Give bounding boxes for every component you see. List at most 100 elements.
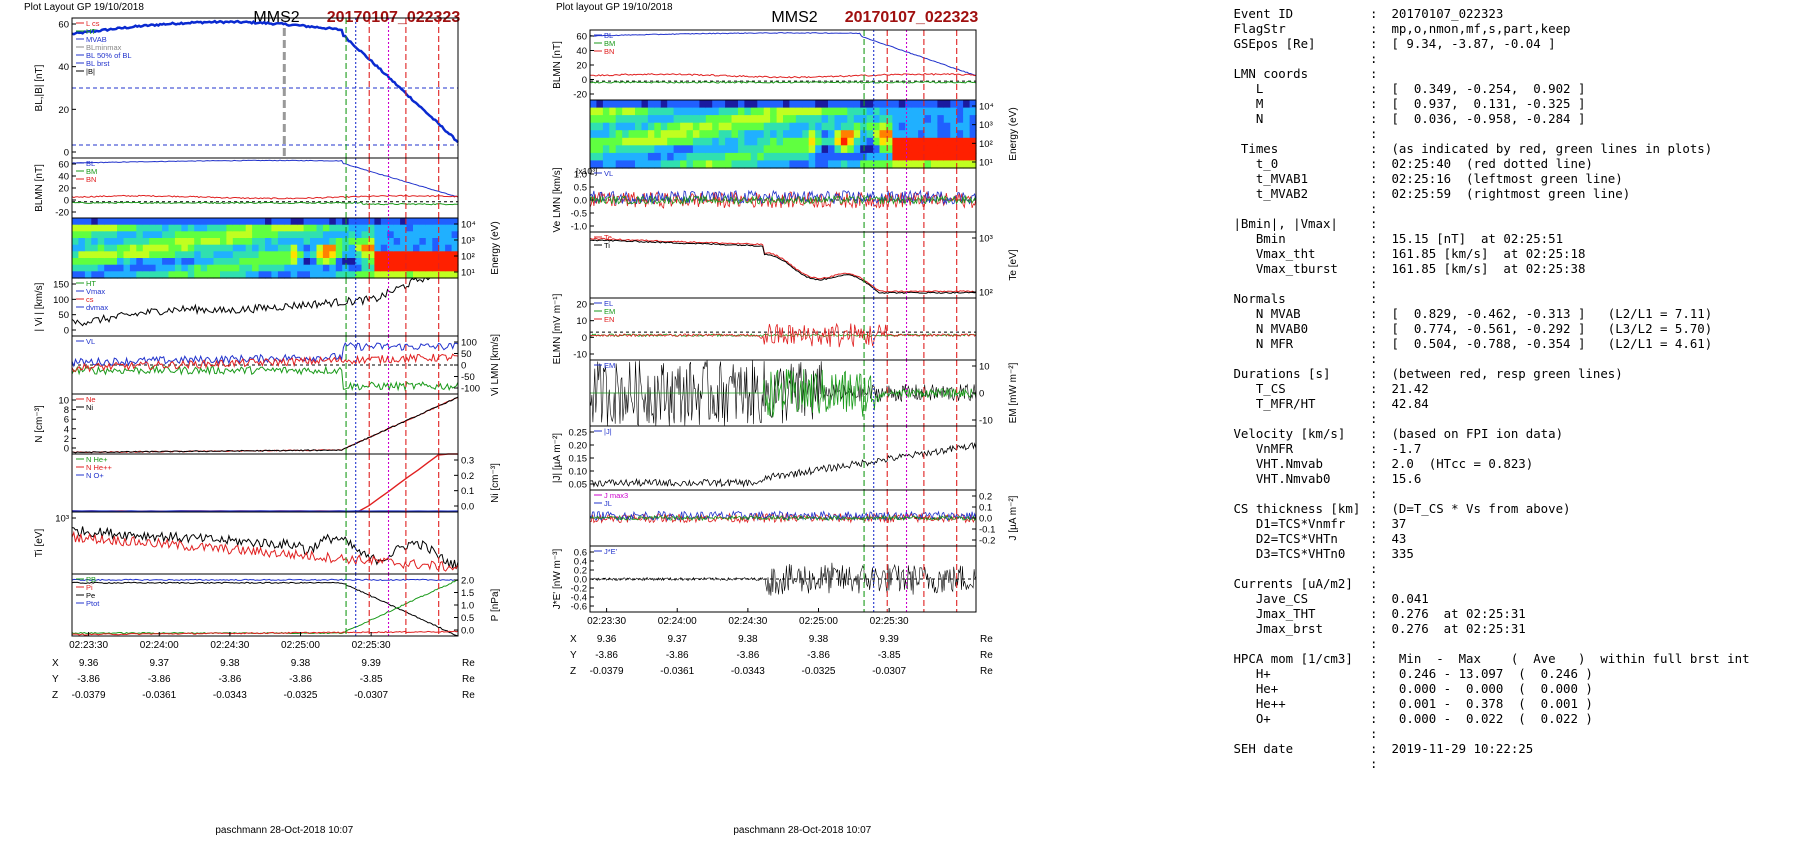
- position-value: -0.0379: [72, 690, 106, 701]
- bl-series: [589, 32, 977, 77]
- spectrogram-cell: [596, 115, 604, 124]
- legend-entry: cs: [86, 295, 94, 304]
- spectrogram-cell: [413, 231, 420, 239]
- bn-series: [589, 72, 977, 79]
- spectrogram-cell: [303, 251, 311, 259]
- spectrogram-cell: [348, 238, 356, 246]
- spectrogram-cell: [738, 160, 745, 169]
- summary-key: Vmax_tburst: [1226, 261, 1338, 276]
- spectrogram-cell: [265, 238, 272, 246]
- summary-key: L: [1226, 81, 1264, 96]
- spectrogram-cell: [232, 251, 240, 259]
- spectrogram-cell: [72, 238, 79, 246]
- spectrogram-cell: [924, 160, 932, 169]
- legend-entry: BM: [604, 39, 615, 48]
- spectrogram-cell: [602, 107, 610, 116]
- spectrogram-cell: [226, 244, 234, 252]
- spectrogram-cell: [104, 218, 112, 226]
- spectrogram-cell: [622, 137, 630, 146]
- vl-series: [71, 342, 459, 368]
- spectrogram-cell: [290, 231, 298, 239]
- spectrogram-cell: [123, 218, 131, 226]
- spectrogram-cell: [348, 251, 356, 259]
- spectrogram-cell: [348, 258, 356, 266]
- spectrogram-cell: [898, 107, 906, 116]
- spectrogram-cell: [660, 160, 668, 169]
- summary-colon: :: [1370, 711, 1378, 726]
- y-tick-label: 0.6: [574, 548, 587, 559]
- spectrogram-cell: [590, 145, 597, 154]
- spectrogram-cell: [374, 231, 382, 239]
- spectrogram-cell: [451, 224, 459, 232]
- y-tick-label: 20: [58, 105, 69, 116]
- spectrogram-cell: [905, 130, 913, 139]
- he-pp-series: [71, 453, 458, 513]
- spectrogram-cell: [181, 258, 189, 266]
- spectrogram-cell: [725, 122, 733, 131]
- spectrogram-cell: [162, 258, 170, 266]
- spectrogram-cell: [174, 264, 182, 272]
- panel-6: 100-10 EM [mW m⁻²]EM: [589, 359, 1019, 427]
- spectrogram-cell: [956, 100, 964, 109]
- spectrogram-cell: [950, 115, 958, 124]
- spectrogram-cell: [834, 122, 842, 131]
- spectrogram-cell: [647, 137, 655, 146]
- spectrogram-cell: [136, 271, 144, 279]
- spectrogram-cell: [628, 115, 636, 124]
- spectrogram-cell: [963, 115, 971, 124]
- spectrogram-cell: [232, 264, 240, 272]
- spectrogram-cell: [654, 122, 662, 131]
- spectrogram-cell: [802, 130, 810, 139]
- spectrogram-cell: [284, 218, 292, 226]
- summary-row: :: [1226, 276, 1800, 291]
- y-tick-label: -100: [461, 384, 480, 395]
- spectrogram-cell: [220, 271, 227, 279]
- spectrogram-cell: [789, 107, 797, 116]
- spectrogram-cell: [213, 271, 221, 279]
- spectrogram-cell: [78, 251, 86, 259]
- spectrogram-cell: [155, 264, 163, 272]
- spectrogram-cell: [776, 160, 784, 169]
- spectrogram-cell: [834, 152, 842, 162]
- spectrogram-cell: [879, 145, 887, 154]
- spectrogram-cell: [84, 244, 92, 252]
- spectrogram-cell: [322, 251, 330, 259]
- layout-label: Plot layout GP 19/10/2018: [556, 2, 673, 13]
- spectrogram-cell: [731, 145, 739, 154]
- summary-key: [1226, 351, 1233, 366]
- legend-entry: BLminmax: [86, 43, 122, 52]
- spectrogram-cell: [834, 115, 842, 124]
- y-tick-label: 10¹: [979, 158, 993, 169]
- spectrogram-cell: [770, 115, 778, 124]
- spectrogram-cell: [374, 264, 382, 272]
- position-value: -0.0307: [872, 666, 906, 677]
- spectrogram-cell: [258, 244, 266, 252]
- spectrogram-cell: [78, 238, 86, 246]
- spectrogram-cell: [898, 137, 906, 146]
- summary-key: t_MVAB1: [1226, 171, 1309, 186]
- spectrogram-cell: [142, 264, 150, 272]
- position-value: -0.0325: [802, 666, 836, 677]
- spectrogram-cell: [104, 258, 112, 266]
- x-tick-label: 02:25:30: [870, 616, 909, 627]
- spectrogram-cell: [406, 218, 414, 226]
- spectrogram-cell: [667, 100, 675, 109]
- legend-entry: HT: [86, 27, 96, 36]
- spectrogram-cell: [361, 244, 369, 252]
- spectrogram-cell: [245, 218, 253, 226]
- spectrogram-cell: [789, 137, 797, 146]
- spectrogram-cell: [367, 231, 375, 239]
- spectrogram-cell: [91, 238, 99, 246]
- y-tick-label: 10²: [461, 252, 475, 263]
- spectrogram-cell: [873, 107, 881, 116]
- spectrogram-cell: [937, 152, 945, 162]
- spectrogram-cell: [123, 231, 131, 239]
- legend-entry: PB: [86, 575, 96, 584]
- spectrogram-cell: [200, 224, 208, 232]
- spectrogram-cell: [731, 115, 739, 124]
- spectrogram-cell: [438, 271, 446, 279]
- spectrogram-cell: [355, 251, 363, 259]
- spectrogram-cell: [110, 264, 118, 272]
- spectrogram-cell: [731, 122, 739, 131]
